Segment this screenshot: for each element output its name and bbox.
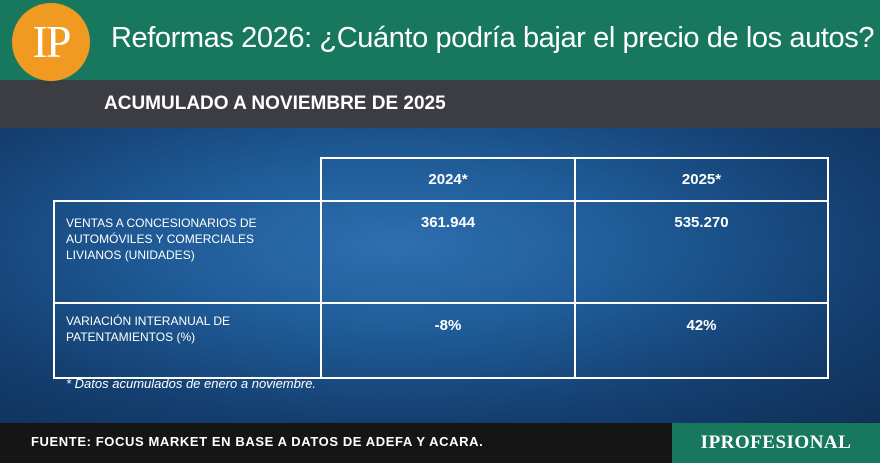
table-header-row: 2024* 2025* [54,157,829,202]
header-bar [0,0,880,80]
header-blank-cell [54,158,322,202]
table-row: VARIACIÓN INTERANUAL DE PATENTAMIENTOS (… [53,302,829,379]
cell-ventas-2024: 361.944 [320,200,576,304]
data-table: 2024* 2025* VENTAS A CONCESIONARIOS DE A… [53,157,829,379]
cell-ventas-2025: 535.270 [574,200,829,304]
source-text: FUENTE: FOCUS MARKET EN BASE A DATOS DE … [31,434,484,449]
footnote: * Datos acumulados de enero a noviembre. [66,376,317,391]
iprofesional-brand: IPROFESIONAL [672,423,880,463]
section-title: ACUMULADO A NOVIEMBRE DE 2025 [104,93,446,114]
subheader-bar [0,80,880,128]
page-title: Reformas 2026: ¿Cuánto podría bajar el p… [111,22,875,54]
iprofesional-logo: IP [12,3,90,81]
cell-variacion-2024: -8% [320,302,576,379]
row-label-variacion: VARIACIÓN INTERANUAL DE PATENTAMIENTOS (… [53,302,322,379]
cell-variacion-2025: 42% [574,302,829,379]
row-label-ventas: VENTAS A CONCESIONARIOS DE AUTOMÓVILES Y… [53,200,322,304]
column-header-2025: 2025* [574,157,829,202]
column-header-2024: 2024* [320,157,576,202]
table-row: VENTAS A CONCESIONARIOS DE AUTOMÓVILES Y… [53,200,829,304]
